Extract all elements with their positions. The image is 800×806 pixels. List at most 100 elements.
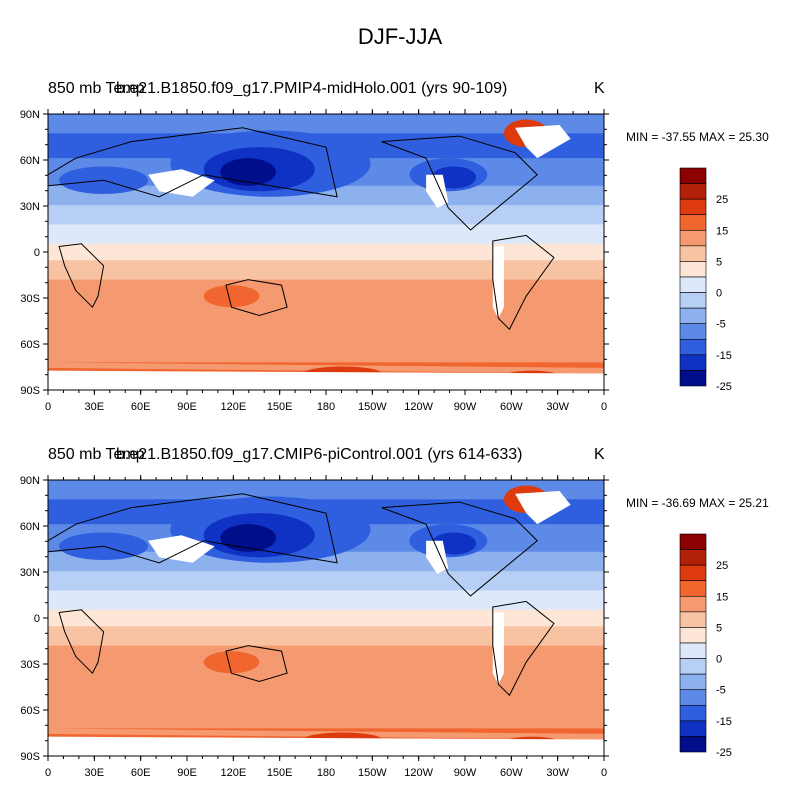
masked-tibet	[148, 169, 215, 197]
coastline	[58, 609, 105, 675]
lon-label: 60E	[131, 767, 151, 779]
colorbar-label: -15	[716, 716, 732, 728]
lon-label: 60W	[500, 767, 523, 779]
lon-label: 150W	[358, 767, 387, 779]
colorbar-box	[679, 198, 707, 216]
coastline	[381, 135, 539, 231]
lat-label: 60N	[20, 155, 40, 167]
panel-minmax: MIN = -36.69 MAX = 25.21	[626, 496, 769, 510]
lat-label: 90S	[20, 751, 40, 763]
coastline	[225, 279, 288, 317]
colorbar-box	[679, 704, 707, 722]
contour-band	[48, 114, 604, 134]
lon-label: 0	[601, 401, 607, 413]
lat-label: 90S	[20, 385, 40, 397]
colorbar-box	[679, 595, 707, 613]
contour-band	[48, 205, 604, 225]
panel-left-title: 850 mb Temp	[48, 80, 145, 97]
colorbar-box	[679, 354, 707, 371]
lon-label: 120E	[220, 767, 246, 779]
lon-label: 120W	[404, 401, 433, 413]
masked-rockies	[426, 174, 449, 208]
lat-label: 30N	[20, 201, 40, 213]
coastline	[381, 501, 539, 597]
colorbar-label: 15	[716, 591, 728, 603]
colorbar-box	[679, 370, 707, 387]
contour-band	[48, 571, 604, 591]
contour-band	[48, 673, 604, 729]
masked-antarctica	[48, 370, 604, 390]
masked-tibet	[148, 535, 215, 563]
colorbar-label: 25	[716, 560, 728, 572]
map-panel-top: 850 mb Temp b.e21.B1850.f09_g17.PMIP4-mi…	[0, 80, 800, 440]
panel-units: K	[594, 446, 605, 463]
colorbar-box	[679, 338, 707, 356]
colorbar-label: -5	[716, 319, 726, 331]
lon-label: 150W	[358, 401, 387, 413]
colorbar-label: 0	[716, 654, 722, 666]
colorbar-box	[679, 167, 707, 184]
coastline	[48, 127, 338, 198]
colorbar-box	[679, 549, 707, 566]
colorbar-label: 5	[716, 256, 722, 268]
lon-label: 0	[45, 767, 51, 779]
contour-band	[48, 260, 604, 281]
lon-label: 90W	[454, 401, 477, 413]
lat-label: 30N	[20, 567, 40, 579]
lat-label: 60S	[20, 705, 40, 717]
map-field	[48, 114, 604, 390]
colorbar-box	[679, 658, 707, 675]
contour-blob	[203, 651, 260, 674]
colorbar-box	[679, 292, 707, 309]
colorbar-box	[679, 580, 707, 597]
colorbar-box	[679, 261, 707, 278]
lon-label: 30W	[546, 401, 569, 413]
lon-label: 0	[601, 767, 607, 779]
colorbar-box	[679, 611, 707, 628]
masked-greenland	[515, 491, 571, 525]
lon-label: 60W	[500, 401, 523, 413]
lat-label: 30S	[20, 293, 40, 305]
lon-label: 0	[45, 401, 51, 413]
colorbar-box	[679, 214, 707, 231]
lon-label: 120E	[220, 401, 246, 413]
lon-label: 30W	[546, 767, 569, 779]
contour-band	[48, 243, 604, 261]
masked-andes	[492, 246, 504, 319]
coastline	[58, 243, 105, 309]
contour-blob	[220, 524, 276, 552]
colorbar-box	[679, 689, 707, 706]
map-panel-bottom: 850 mb Temp b.e21.B1850.f09_g17.CMIP6-pi…	[0, 446, 800, 806]
colorbar-box	[679, 533, 707, 550]
figure-title: DJF-JJA	[357, 24, 443, 49]
colorbar-label: 5	[716, 622, 722, 634]
lat-label: 30S	[20, 659, 40, 671]
coastline	[225, 645, 288, 683]
colorbar-label: -25	[716, 381, 732, 393]
lon-label: 30E	[85, 401, 105, 413]
lon-label: 180	[317, 767, 335, 779]
map-field	[48, 480, 604, 756]
masked-andes	[492, 612, 504, 685]
panel-units: K	[594, 80, 605, 97]
contour-band	[48, 224, 604, 245]
contour-band	[48, 480, 604, 500]
lon-label: 150E	[267, 767, 293, 779]
lat-label: 60N	[20, 521, 40, 533]
colorbar-box	[679, 736, 707, 753]
contour-band	[48, 609, 604, 627]
colorbar-box	[679, 276, 707, 293]
contour-band	[48, 279, 604, 308]
colorbar-box	[679, 245, 707, 262]
masked-antarctica	[48, 736, 604, 756]
coastline	[492, 234, 555, 331]
contour-blob	[203, 285, 260, 308]
lon-label: 90E	[177, 767, 197, 779]
coastline	[492, 600, 555, 697]
masked-greenland	[515, 125, 571, 159]
colorbar-label: -15	[716, 350, 732, 362]
lon-label: 60E	[131, 401, 151, 413]
contour-blob	[220, 158, 276, 186]
lon-label: 180	[317, 401, 335, 413]
colorbar-label: 0	[716, 288, 722, 300]
